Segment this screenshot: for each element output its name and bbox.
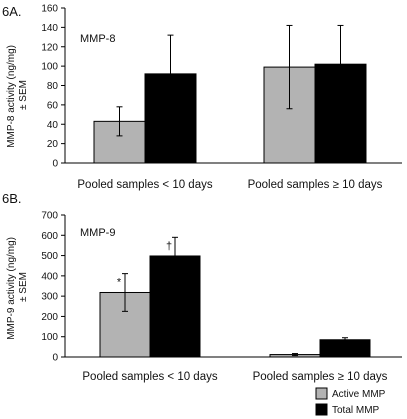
y-tick-label: 80 (47, 81, 59, 92)
panel-label: 6A. (2, 4, 22, 19)
legend: Active MMP Total MMP (315, 387, 386, 416)
bar (93, 120, 146, 164)
y-tick-label: 300 (41, 292, 58, 303)
y-tick-label: 160 (41, 4, 58, 15)
y-tick-label: 40 (47, 120, 59, 131)
y-tick-label: 400 (41, 271, 58, 282)
y-tick-label: 600 (41, 231, 58, 242)
x-category-label: Pooled samples ≥ 10 days (248, 179, 383, 191)
y-tick-label: 200 (41, 312, 58, 323)
y-tick-label: 500 (41, 251, 58, 262)
inner-label: MMP-9 (80, 227, 115, 239)
y-tick-label: 100 (41, 62, 58, 73)
significance-marker: * (117, 277, 122, 289)
panel-6a: 6A. MMP-8 MMP-8 activity (ng/mg) ± SEM 0… (2, 4, 402, 191)
bars: *† (99, 236, 371, 358)
inner-label: MMP-8 (80, 33, 115, 45)
bar (319, 339, 371, 358)
y-tick-label: 100 (41, 332, 58, 343)
y-tick-label: 0 (52, 353, 58, 364)
bars (93, 24, 367, 164)
legend-label-active: Active MMP (332, 389, 386, 400)
y-tick-label: 120 (41, 42, 58, 53)
legend-label-total: Total MMP (332, 405, 380, 416)
y-axis-label: MMP-9 activity (ng/mg) ± SEM (6, 234, 29, 340)
x-category-label: Pooled samples < 10 days (82, 371, 217, 383)
x-category-label: Pooled samples < 10 days (77, 179, 212, 191)
y-tick-label: 140 (41, 23, 58, 34)
legend-swatch-total (315, 403, 328, 416)
panel-label: 6B. (2, 191, 22, 206)
x-category-label: Pooled samples ≥ 10 days (253, 371, 388, 383)
y-axis-label: MMP-8 activity (ng/mg) ± SEM (6, 42, 29, 148)
panel-6b: 6B. MMP-9 MMP-9 activity (ng/mg) ± SEM 0… (2, 191, 402, 383)
y-tick-label: 20 (47, 139, 59, 150)
y-tick-label: 60 (47, 100, 59, 111)
bar (144, 73, 197, 164)
axes: 0 100 200 300 400 500 600 700 Pooled samples < 1… (41, 211, 402, 383)
legend-swatch-active (315, 387, 328, 400)
y-tick-label: 0 (52, 159, 58, 170)
axes: 0 20 40 60 80 100 120 140 160 Pooled samples < 10… (41, 4, 402, 191)
significance-marker: † (166, 240, 172, 252)
y-tick-label: 700 (41, 211, 58, 222)
